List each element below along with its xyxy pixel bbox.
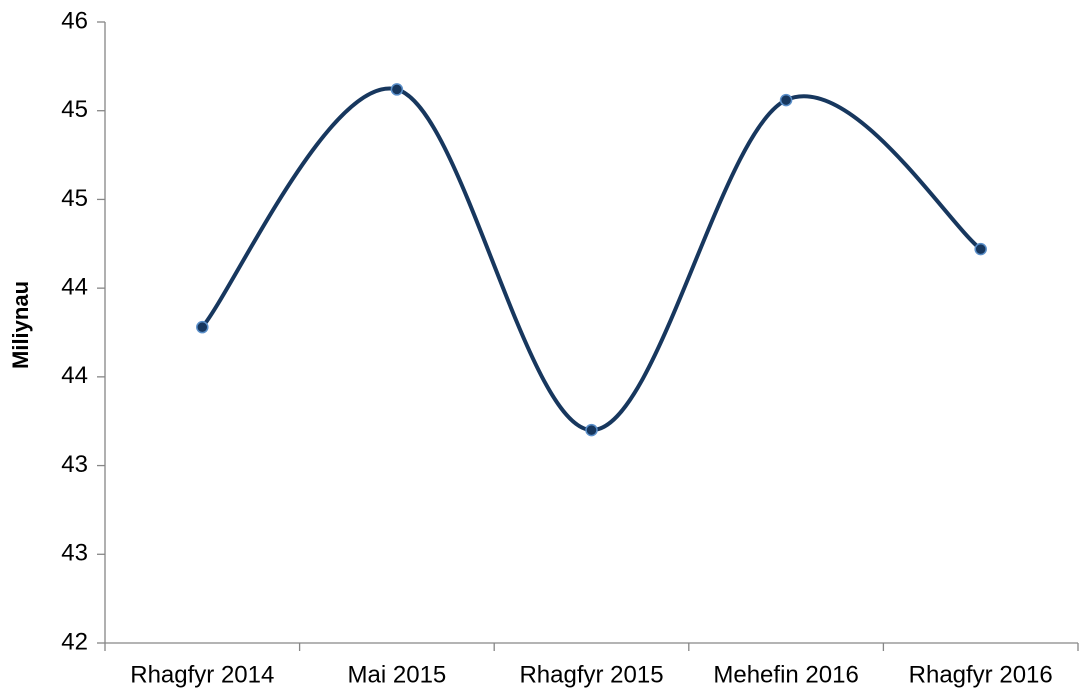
- y-tick-label: 42: [61, 628, 88, 655]
- y-tick-label: 45: [61, 185, 88, 212]
- y-tick-label: 46: [61, 7, 88, 34]
- x-tick-label: Rhagfyr 2016: [909, 661, 1053, 688]
- marker: [974, 242, 987, 256]
- y-tick-label: 43: [61, 451, 88, 478]
- marker: [196, 320, 209, 334]
- x-tick-label: Rhagfyr 2014: [130, 661, 274, 688]
- x-tick-label: Mehefin 2016: [713, 661, 858, 688]
- y-axis-label: Miliynau: [8, 281, 33, 369]
- line: [200, 86, 982, 433]
- y-tick-label: 43: [61, 540, 88, 567]
- y-tick-label: 45: [61, 96, 88, 123]
- y-tick-label: 44: [61, 273, 88, 300]
- x-tick-label: Rhagfyr 2015: [519, 661, 663, 688]
- marker: [585, 423, 598, 437]
- x-tick-label: Mai 2015: [348, 661, 447, 688]
- marker: [390, 83, 404, 96]
- marker: [779, 93, 793, 107]
- y-tick-label: 44: [61, 362, 88, 389]
